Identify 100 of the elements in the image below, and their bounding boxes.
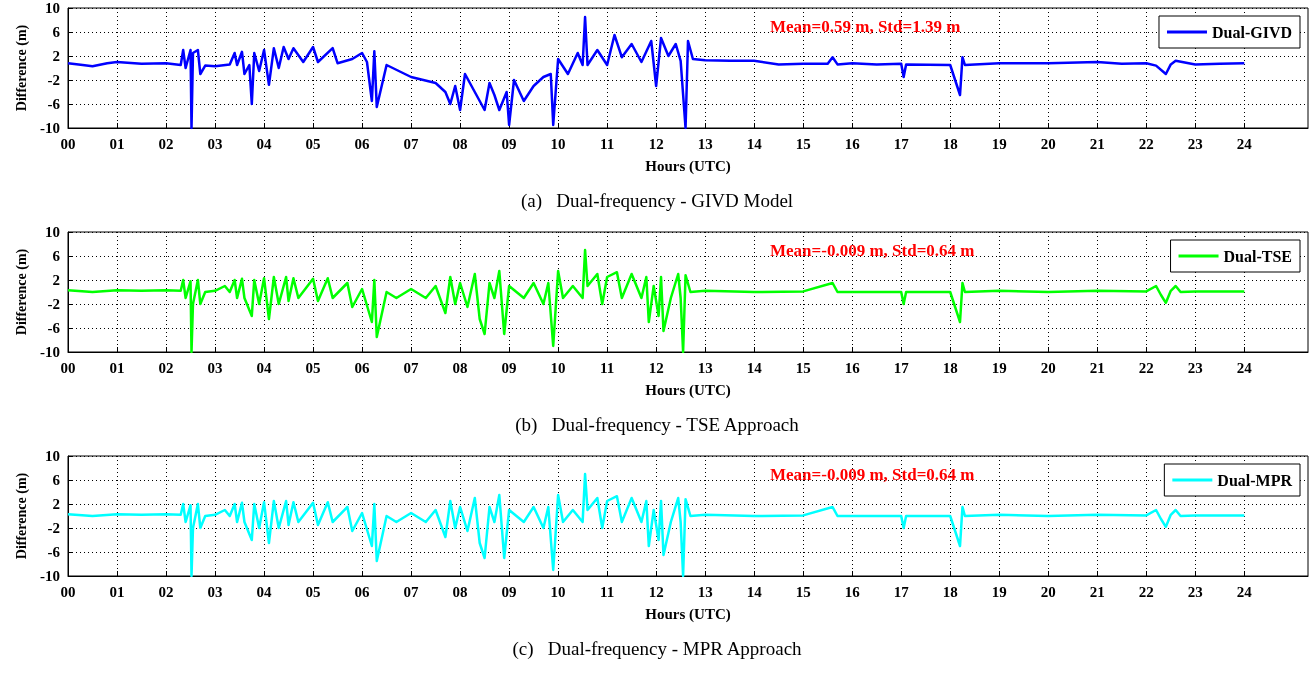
annotation: Mean=-0.009 m, Std=0.64 m <box>770 465 975 484</box>
legend-label: Dual-MPR <box>1217 471 1293 489</box>
y-axis-title: Difference (m) <box>13 24 30 112</box>
x-tick-label: 07 <box>403 583 420 600</box>
x-tick-label: 03 <box>207 135 223 152</box>
x-tick-label: 03 <box>207 583 223 600</box>
y-tick-label: -6 <box>47 320 61 336</box>
x-tick-label: 20 <box>1040 135 1056 152</box>
x-tick-label: 00 <box>60 359 76 376</box>
x-tick-label: 21 <box>1089 359 1105 376</box>
x-tick-label: 16 <box>844 135 861 152</box>
x-tick-label: 11 <box>600 583 615 600</box>
x-tick-label: 13 <box>697 135 713 152</box>
text: (b) Dual-frequency - TSE Approach <box>515 414 800 436</box>
x-tick-label: 07 <box>403 359 420 376</box>
x-tick-label: 00 <box>60 135 76 152</box>
y-tick-label: 10 <box>45 0 60 16</box>
x-tick-label: 17 <box>893 359 910 376</box>
x-tick-label: 18 <box>942 583 958 600</box>
y-axis-title: Difference (m) <box>13 248 30 336</box>
x-tick-label: 13 <box>697 359 713 376</box>
x-tick-label: 18 <box>942 135 958 152</box>
y-tick-label: -2 <box>47 72 60 88</box>
x-tick-label: 04 <box>256 583 273 600</box>
x-tick-label: 20 <box>1040 359 1056 376</box>
x-tick-label: 04 <box>256 359 273 376</box>
y-tick-label: -10 <box>40 120 60 136</box>
text: (a) Dual-frequency - GIVD Model <box>520 190 794 212</box>
x-tick-label: 01 <box>109 135 125 152</box>
x-tick-label: 14 <box>746 583 763 600</box>
x-tick-label: 14 <box>746 135 763 152</box>
x-tick-label: 24 <box>1236 583 1253 600</box>
y-axis-title: Difference (m) <box>13 472 30 560</box>
y-tick-label: -10 <box>40 344 60 360</box>
y-tick-label: 10 <box>45 448 60 464</box>
x-tick-label: 10 <box>550 359 566 376</box>
x-tick-label: 21 <box>1089 583 1105 600</box>
x-tick-label: 09 <box>501 359 517 376</box>
x-tick-label: 02 <box>158 359 174 376</box>
x-tick-label: 17 <box>893 135 910 152</box>
legend-label: Dual-GIVD <box>1211 23 1293 41</box>
x-tick-label: 11 <box>600 135 615 152</box>
x-tick-label: 12 <box>648 583 664 600</box>
x-tick-label: 11 <box>600 359 615 376</box>
y-tick-label: 6 <box>52 24 61 40</box>
x-axis-title: Hours (UTC) <box>645 157 731 175</box>
x-tick-label: 13 <box>697 583 713 600</box>
y-tick-label: 2 <box>52 496 60 512</box>
x-tick-label: 02 <box>158 583 174 600</box>
y-tick-label: 2 <box>52 48 60 64</box>
x-tick-label: 23 <box>1187 583 1203 600</box>
x-tick-label: 22 <box>1138 359 1154 376</box>
x-tick-label: 06 <box>354 359 371 376</box>
y-tick-label: 2 <box>52 272 60 288</box>
x-tick-label: 06 <box>354 135 371 152</box>
x-tick-label: 09 <box>501 583 517 600</box>
x-tick-label: 19 <box>991 135 1007 152</box>
y-tick-label: 6 <box>52 472 61 488</box>
x-tick-label: 01 <box>109 583 125 600</box>
x-tick-label: 05 <box>305 583 321 600</box>
x-tick-label: 01 <box>109 359 125 376</box>
text: (c) Dual-frequency - MPR Approach <box>512 638 803 660</box>
y-tick-label: -6 <box>47 544 61 560</box>
x-tick-label: 05 <box>305 359 321 376</box>
legend-label: Dual-TSE <box>1223 247 1292 265</box>
x-tick-label: 16 <box>844 583 861 600</box>
x-tick-label: 14 <box>746 359 763 376</box>
y-tick-label: 6 <box>52 248 61 264</box>
y-tick-label: -2 <box>47 296 60 312</box>
x-tick-label: 12 <box>648 135 664 152</box>
x-tick-label: 10 <box>550 135 566 152</box>
x-tick-label: 15 <box>795 135 811 152</box>
x-tick-label: 19 <box>991 583 1007 600</box>
x-tick-label: 05 <box>305 135 321 152</box>
x-tick-label: 21 <box>1089 135 1105 152</box>
x-tick-label: 00 <box>60 583 76 600</box>
x-tick-label: 24 <box>1236 135 1253 152</box>
x-tick-label: 06 <box>354 583 371 600</box>
x-tick-label: 16 <box>844 359 861 376</box>
x-tick-label: 24 <box>1236 359 1253 376</box>
x-tick-label: 04 <box>256 135 273 152</box>
x-tick-label: 18 <box>942 359 958 376</box>
x-tick-label: 23 <box>1187 135 1203 152</box>
x-tick-label: 22 <box>1138 135 1154 152</box>
x-tick-label: 20 <box>1040 583 1056 600</box>
x-axis-title: Hours (UTC) <box>645 381 731 399</box>
x-tick-label: 23 <box>1187 359 1203 376</box>
x-tick-label: 10 <box>550 583 566 600</box>
x-tick-label: 22 <box>1138 583 1154 600</box>
annotation: Mean=0.59 m, Std=1.39 m <box>770 17 961 36</box>
x-tick-label: 08 <box>452 359 468 376</box>
x-tick-label: 08 <box>452 135 468 152</box>
x-axis-title: Hours (UTC) <box>645 605 731 623</box>
x-tick-label: 07 <box>403 135 420 152</box>
y-tick-label: -2 <box>47 520 60 536</box>
y-tick-label: -6 <box>47 96 61 112</box>
x-tick-label: 02 <box>158 135 174 152</box>
y-tick-label: -10 <box>40 568 60 584</box>
x-tick-label: 15 <box>795 359 811 376</box>
x-tick-label: 19 <box>991 359 1007 376</box>
